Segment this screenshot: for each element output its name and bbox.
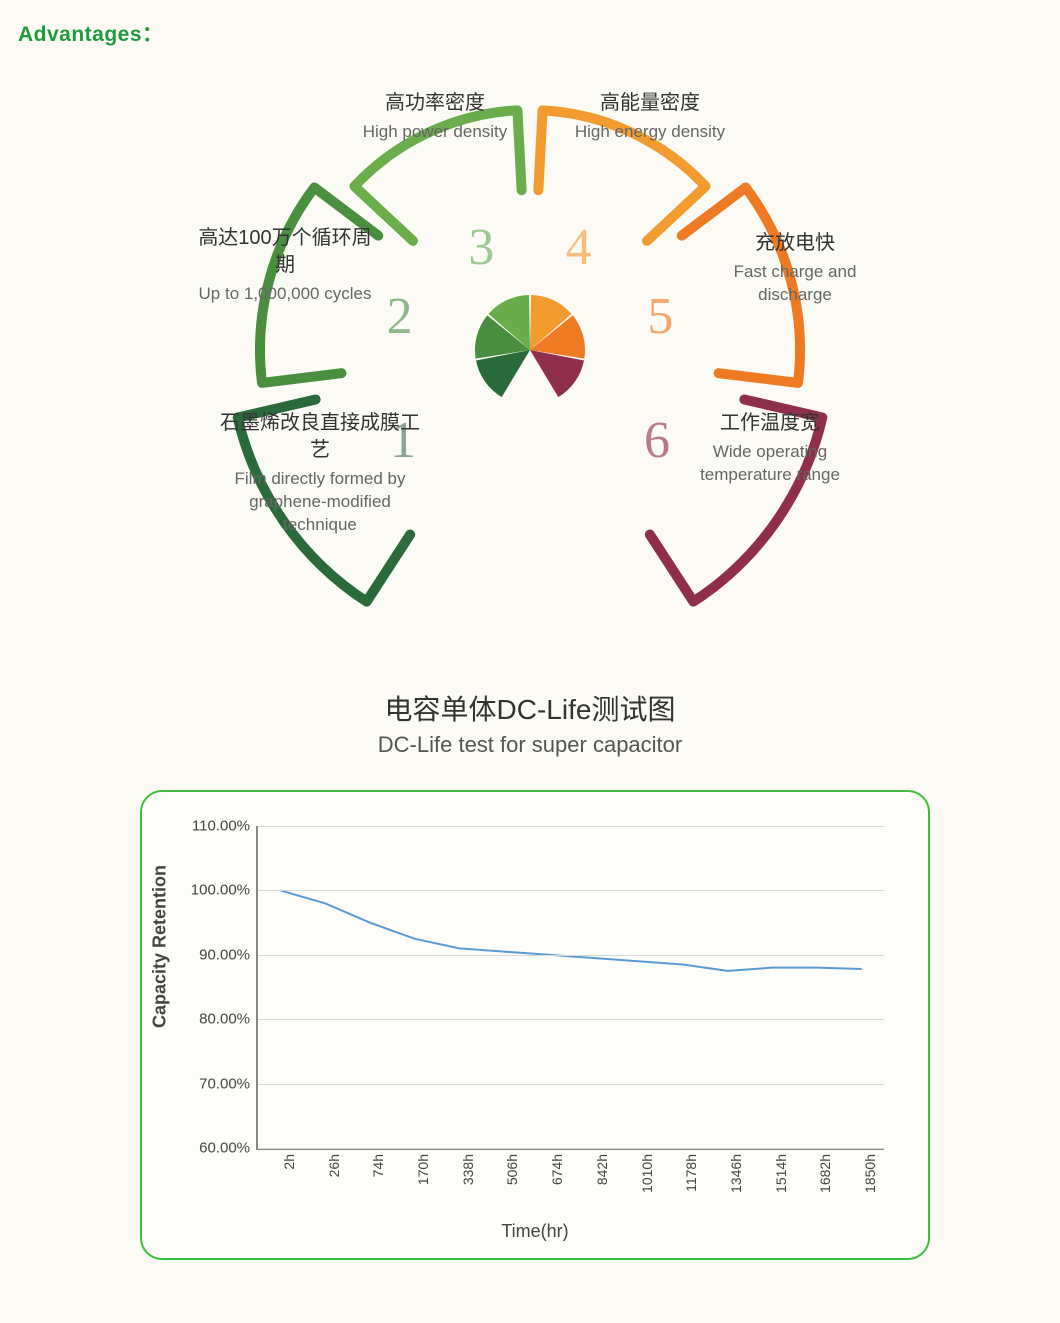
y-tick-label: 70.00%: [199, 1075, 258, 1092]
segment-label-cn-1: 石墨烯改良直接成膜工艺: [220, 410, 420, 464]
x-tick-label: 506h: [504, 1154, 520, 1185]
x-tick-label: 1850h: [862, 1154, 878, 1193]
gridline: [258, 1084, 884, 1085]
y-tick-label: 80.00%: [199, 1011, 258, 1028]
chart-title-en: DC-Life test for super capacitor: [0, 732, 1060, 758]
gridline: [258, 1148, 884, 1149]
x-tick-label: 26h: [326, 1154, 342, 1177]
x-tick-label: 2h: [281, 1154, 297, 1170]
segment-label-en-2: Up to 1,000,000 cycles: [190, 283, 380, 306]
chart-area: Capacity Retention 60.00%70.00%80.00%90.…: [166, 816, 904, 1240]
x-tick-label: 674h: [549, 1154, 565, 1185]
x-tick-label: 1514h: [773, 1154, 789, 1193]
segment-label-6: 工作温度宽 Wide operating temperature range: [670, 410, 870, 487]
segment-label-cn-6: 工作温度宽: [670, 410, 870, 437]
segment-label-en-3: High power density: [335, 121, 535, 144]
segment-number-3: 3: [468, 219, 494, 276]
y-tick-label: 100.00%: [191, 882, 258, 899]
gridline: [258, 826, 884, 827]
segment-label-2: 高达100万个循环周期 Up to 1,000,000 cycles: [190, 225, 380, 306]
segment-label-en-6: Wide operating temperature range: [670, 441, 870, 487]
segment-number-5: 5: [647, 288, 673, 345]
x-tick-label: 842h: [594, 1154, 610, 1185]
x-tick-label: 1010h: [639, 1154, 655, 1193]
chart-frame: Capacity Retention 60.00%70.00%80.00%90.…: [140, 790, 930, 1260]
y-tick-label: 60.00%: [199, 1140, 258, 1157]
gridline: [258, 1019, 884, 1020]
segment-number-4: 4: [566, 219, 592, 276]
segment-label-3: 高功率密度 High power density: [335, 90, 535, 144]
segment-number-6: 6: [644, 412, 670, 469]
x-tick-label: 1346h: [728, 1154, 744, 1193]
x-axis-label: Time(hr): [166, 1221, 904, 1242]
segment-label-cn-2: 高达100万个循环周期: [190, 225, 380, 279]
advantages-infographic: 123456 石墨烯改良直接成膜工艺Film directly formed b…: [80, 30, 980, 670]
segment-label-en-1: Film directly formed by graphene-modifie…: [220, 468, 420, 537]
segment-label-en-5: Fast charge and discharge: [700, 261, 890, 307]
x-tick-label: 338h: [460, 1154, 476, 1185]
x-tick-label: 170h: [415, 1154, 431, 1185]
x-tick-label: 1682h: [817, 1154, 833, 1193]
segment-label-1: 石墨烯改良直接成膜工艺Film directly formed by graph…: [220, 410, 420, 537]
segment-label-cn-4: 高能量密度: [550, 90, 750, 117]
y-axis-label: Capacity Retention: [150, 865, 171, 1028]
segment-label-4: 高能量密度 High energy density: [550, 90, 750, 144]
y-tick-label: 110.00%: [192, 818, 258, 835]
segment-label-cn-3: 高功率密度: [335, 90, 535, 117]
chart-plot: 60.00%70.00%80.00%90.00%100.00%110.00%2h…: [256, 826, 884, 1150]
segment-label-5: 充放电快 Fast charge and discharge: [700, 230, 890, 307]
x-tick-label: 1178h: [683, 1154, 699, 1192]
gridline: [258, 890, 884, 891]
gridline: [258, 955, 884, 956]
segment-number-2: 2: [387, 288, 413, 345]
y-tick-label: 90.00%: [199, 946, 258, 963]
segment-label-cn-5: 充放电快: [700, 230, 890, 257]
x-tick-label: 74h: [370, 1154, 386, 1177]
chart-line-svg: [258, 826, 884, 1148]
chart-title-cn: 电容单体DC-Life测试图: [0, 688, 1060, 728]
chart-title-block: 电容单体DC-Life测试图 DC-Life test for super ca…: [0, 688, 1060, 758]
chart-series-line: [280, 890, 861, 971]
segment-label-en-4: High energy density: [550, 121, 750, 144]
